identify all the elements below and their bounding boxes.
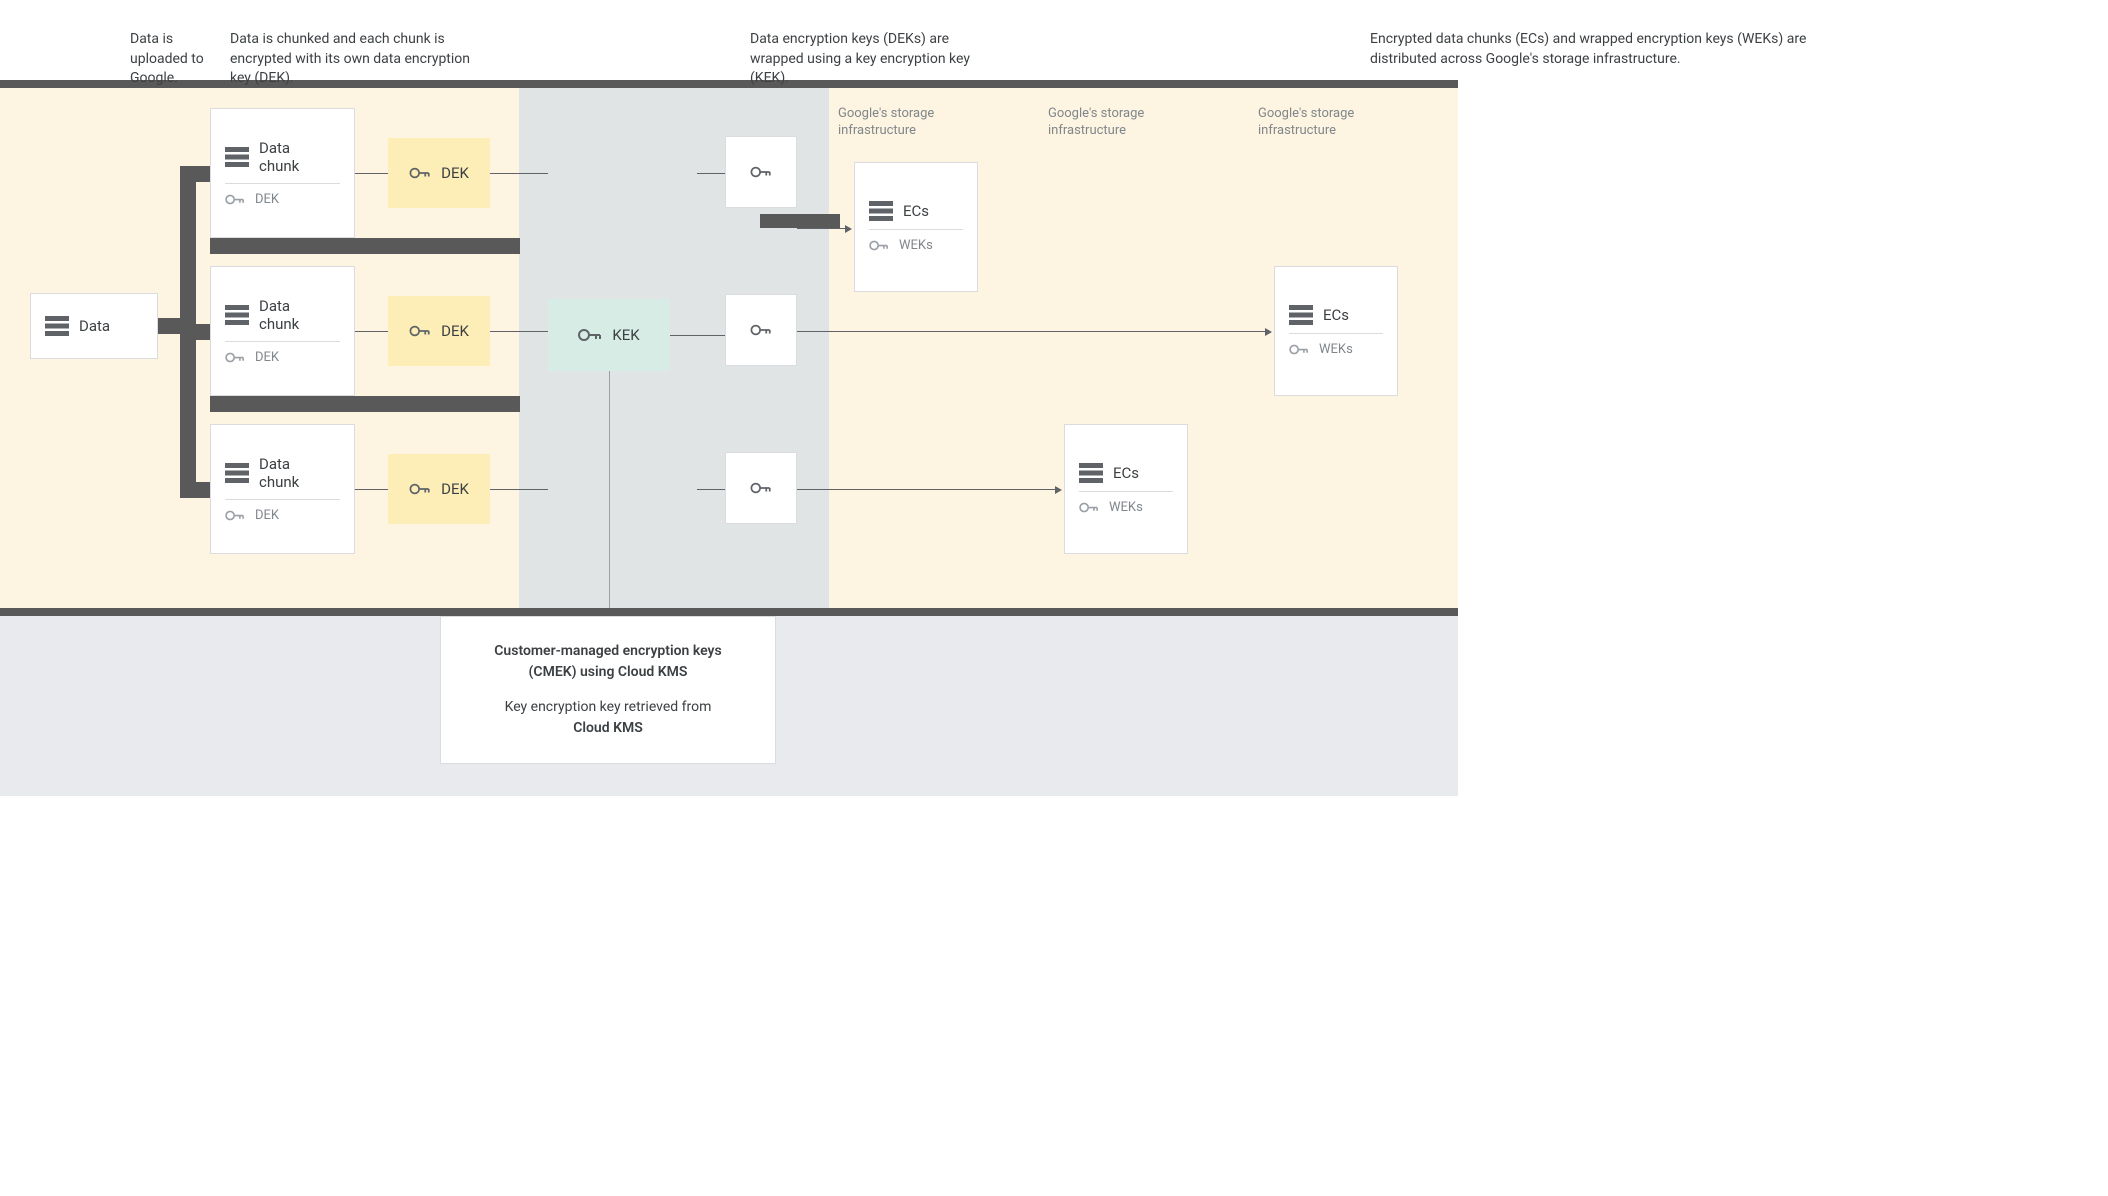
data-chunk-box: Data chunkDEK	[210, 108, 355, 238]
data-chunk-box: Data chunkDEK	[210, 266, 355, 396]
thin-connector	[670, 335, 725, 336]
thick-connector	[180, 324, 210, 340]
diagram-main: Google's storage infrastructure Google's …	[0, 88, 1458, 608]
footer-title: Customer-managed encryption keys (CMEK) …	[471, 641, 745, 683]
arrow-head-icon	[1265, 328, 1272, 336]
storage-icon	[45, 316, 69, 336]
infra-label: Google's storage infrastructure	[1258, 106, 1354, 140]
header-row: Data is uploaded to Google.Data is chunk…	[0, 0, 1458, 80]
wrapped-key-box	[725, 452, 797, 524]
header-cell: Data is chunked and each chunk is encryp…	[220, 30, 500, 89]
thin-connector	[490, 173, 548, 174]
dek-box: DEK	[388, 454, 490, 524]
thick-connector	[180, 166, 210, 182]
arrow-line	[797, 489, 1057, 490]
thick-connector	[180, 482, 210, 498]
arrow-line	[797, 331, 1267, 332]
thin-connector	[490, 489, 548, 490]
data-box: Data	[30, 293, 158, 359]
arrow-line	[797, 228, 847, 229]
footer-area: Customer-managed encryption keys (CMEK) …	[0, 616, 1458, 796]
arrow-head-icon	[845, 225, 852, 233]
thick-connector	[760, 214, 840, 228]
bottom-dark-bar	[0, 608, 1458, 616]
thick-connector	[210, 396, 520, 412]
infra-label: Google's storage infrastructure	[1048, 106, 1144, 140]
data-label: Data	[79, 317, 110, 335]
header-cell: Data encryption keys (DEKs) are wrapped …	[740, 30, 1000, 89]
dek-box: DEK	[388, 138, 490, 208]
thin-connector	[490, 331, 548, 332]
ec-storage-box: ECsWEKs	[1064, 424, 1188, 554]
thin-connector	[355, 331, 388, 332]
thick-connector	[210, 238, 520, 254]
dek-box: DEK	[388, 296, 490, 366]
infra-label: Google's storage infrastructure	[838, 106, 934, 140]
thin-connector	[355, 173, 388, 174]
cmek-footer-box: Customer-managed encryption keys (CMEK) …	[440, 616, 776, 764]
kek-label: KEK	[612, 326, 639, 344]
footer-sub-bold: Cloud KMS	[471, 718, 745, 739]
key-icon	[578, 327, 602, 343]
data-chunk-box: Data chunkDEK	[210, 424, 355, 554]
arrow-head-icon	[1055, 486, 1062, 494]
header-cell: Encrypted data chunks (ECs) and wrapped …	[1360, 30, 1840, 69]
kek-box: KEK	[548, 299, 670, 371]
footer-sub: Key encryption key retrieved from	[471, 697, 745, 718]
ec-storage-box: ECsWEKs	[854, 162, 978, 292]
kek-to-footer-line	[609, 371, 610, 608]
thin-connector	[355, 489, 388, 490]
wrapped-key-box	[725, 136, 797, 208]
thin-connector	[697, 489, 725, 490]
thin-connector	[697, 173, 725, 174]
wrapped-key-box	[725, 294, 797, 366]
ec-storage-box: ECsWEKs	[1274, 266, 1398, 396]
